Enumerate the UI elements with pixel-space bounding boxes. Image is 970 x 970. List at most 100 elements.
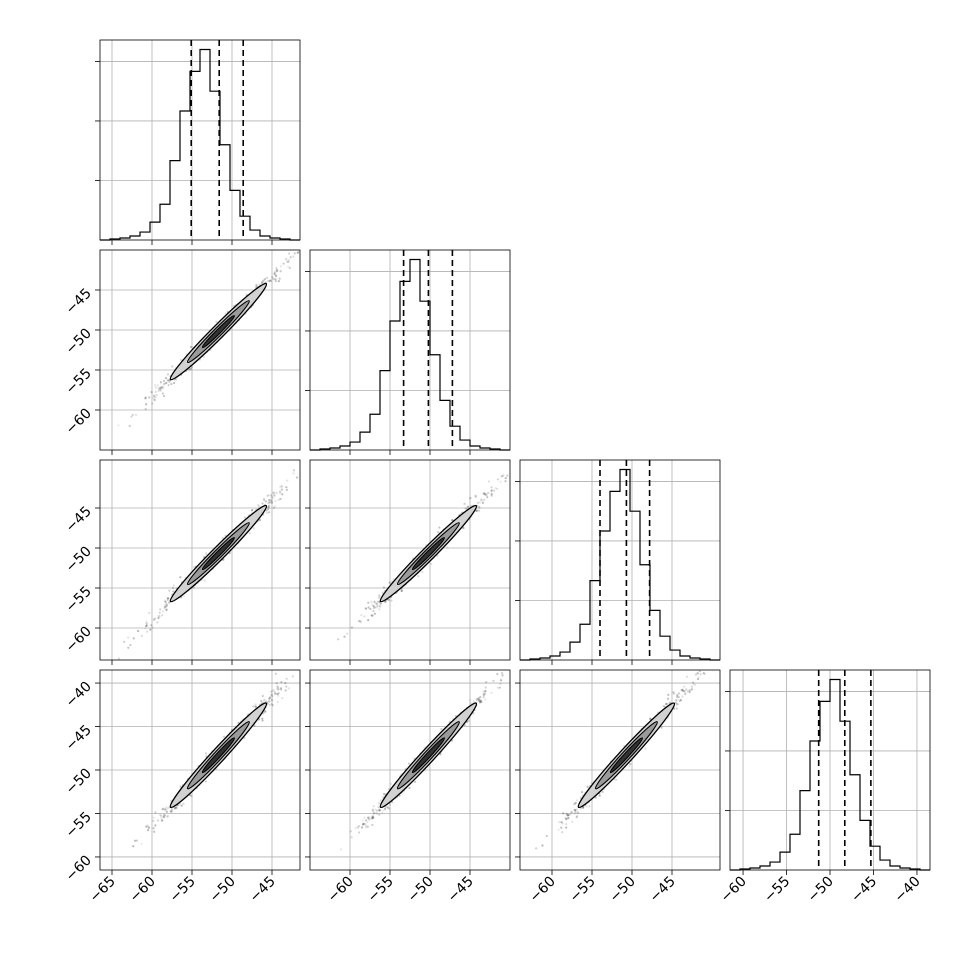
sample-point [494, 487, 497, 490]
panel-3-0: −65 −60 −55 −50 −45−40−45−50−55−60 [63, 669, 301, 906]
sample-point [482, 694, 485, 697]
x-tick-label: −40 [892, 874, 924, 906]
sample-point [265, 509, 268, 512]
sample-point [388, 803, 392, 807]
sample-point [501, 474, 505, 478]
sample-point [367, 816, 370, 819]
sample-point [180, 804, 183, 807]
sample-point [153, 617, 156, 620]
y-tick-label: −55 [63, 366, 95, 398]
sample-point [421, 570, 424, 574]
sample-point [682, 690, 685, 693]
sample-point [362, 822, 365, 825]
sample-point [168, 380, 171, 384]
y-tick-label: −50 [63, 766, 95, 798]
sample-point [291, 675, 294, 678]
sample-point [467, 719, 470, 722]
sample-point [371, 809, 375, 812]
sample-point [293, 252, 296, 255]
sample-point [378, 813, 381, 816]
sample-point [137, 629, 140, 633]
sample-point [144, 627, 147, 630]
sample-point [147, 826, 150, 830]
sample-point [496, 487, 499, 491]
sample-point [264, 710, 267, 713]
sample-point [372, 816, 375, 819]
sample-point [151, 626, 154, 629]
sample-point [255, 284, 258, 287]
sample-point [667, 693, 670, 696]
sample-point [601, 790, 604, 794]
sample-point [261, 717, 264, 720]
sample-point [145, 624, 148, 627]
y-tick-label: −60 [63, 852, 95, 884]
sample-point [145, 630, 149, 633]
sample-point [408, 786, 411, 790]
sample-point [478, 696, 481, 699]
sample-point [378, 608, 381, 611]
sample-point [367, 606, 370, 609]
sample-point [132, 845, 135, 848]
sample-point [276, 685, 279, 688]
sample-point [697, 676, 700, 679]
sample-point [384, 600, 387, 604]
sample-point [279, 492, 282, 495]
panel-3-3: −60 −55 −50 −45 −40 [718, 669, 931, 906]
sample-point [275, 269, 279, 272]
sample-point [267, 511, 271, 514]
sample-point [567, 817, 570, 820]
sample-point [273, 271, 276, 274]
sample-point [678, 699, 681, 703]
sample-point [288, 252, 291, 255]
sample-point [684, 692, 687, 695]
sample-point [683, 685, 686, 688]
sample-point [379, 799, 382, 802]
sample-point [205, 551, 208, 555]
sample-point [383, 807, 387, 810]
sample-point [492, 489, 496, 492]
sample-point [268, 700, 271, 703]
sample-point [478, 700, 482, 703]
sample-point [478, 701, 482, 704]
sample-point [377, 594, 381, 597]
sample-point [566, 814, 569, 817]
sample-point [182, 802, 185, 805]
sample-point [492, 679, 495, 682]
sample-point [273, 493, 276, 496]
sample-point [266, 702, 269, 705]
sample-point [162, 382, 166, 386]
sample-point [666, 697, 670, 700]
sample-point [166, 379, 169, 382]
sample-point [675, 703, 679, 706]
sample-point [496, 686, 499, 689]
sample-point [388, 581, 391, 584]
sample-point [274, 692, 277, 695]
y-tick-label: −45 [63, 286, 95, 318]
sample-point [148, 611, 151, 614]
y-tick-label: −50 [63, 326, 95, 358]
sample-point [372, 812, 375, 815]
sample-point [144, 396, 147, 399]
x-tick-label: −55 [167, 874, 199, 906]
sample-point [366, 825, 369, 828]
sample-point [263, 278, 266, 281]
panel-3-2: −60 −55 −50 −45 [515, 669, 721, 906]
sample-point [575, 808, 578, 811]
sample-point [379, 601, 382, 604]
x-tick-label: −50 [607, 874, 639, 906]
sample-point [475, 509, 478, 512]
sample-point [271, 276, 274, 279]
sample-point [166, 373, 170, 376]
sample-point [281, 697, 284, 700]
sample-point [279, 265, 283, 268]
sample-point [373, 606, 376, 609]
sample-point [684, 693, 687, 696]
sample-point [486, 496, 489, 499]
sample-point [165, 807, 168, 810]
sample-point [446, 546, 449, 549]
sample-point [575, 816, 578, 819]
sample-point [375, 602, 378, 605]
sample-point [270, 698, 273, 701]
sample-point [485, 681, 488, 684]
sample-point [370, 817, 374, 820]
